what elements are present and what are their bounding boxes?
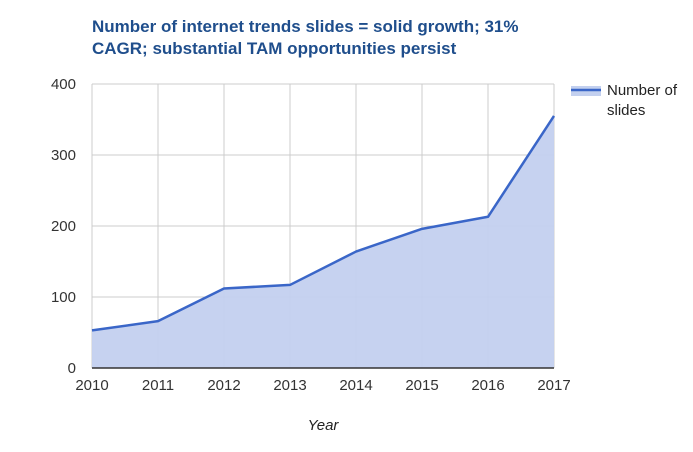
series-area [91, 115, 556, 369]
y-tick-label: 400 [51, 76, 76, 93]
series-fill [92, 115, 554, 368]
x-tick-label: 2013 [273, 377, 306, 394]
y-tick-label: 200 [51, 218, 76, 235]
x-tick-label: 2011 [142, 377, 174, 394]
legend-label-line2: slides [607, 102, 645, 119]
legend-label-line1: Number of [607, 82, 678, 99]
x-tick-label: 2012 [207, 377, 240, 394]
series-line [91, 115, 556, 332]
y-tick-label: 100 [51, 289, 76, 306]
x-tick-label: 2015 [405, 377, 438, 394]
y-tick-label: 300 [51, 147, 76, 164]
x-tick-label: 2010 [75, 377, 108, 394]
chart-title: Number of internet trends slides = solid… [92, 17, 519, 58]
y-tick-label: 0 [68, 360, 76, 377]
x-tick-labels: 2010 2011 2012 2013 2014 2015 2016 2017 [75, 377, 570, 394]
x-axis-label: Year [308, 417, 340, 434]
y-tick-labels: 0 100 200 300 400 [51, 76, 76, 377]
x-tick-label: 2014 [339, 377, 372, 394]
legend: Number of slides [571, 82, 678, 119]
x-tick-label: 2016 [471, 377, 504, 394]
x-tick-label: 2017 [537, 377, 570, 394]
